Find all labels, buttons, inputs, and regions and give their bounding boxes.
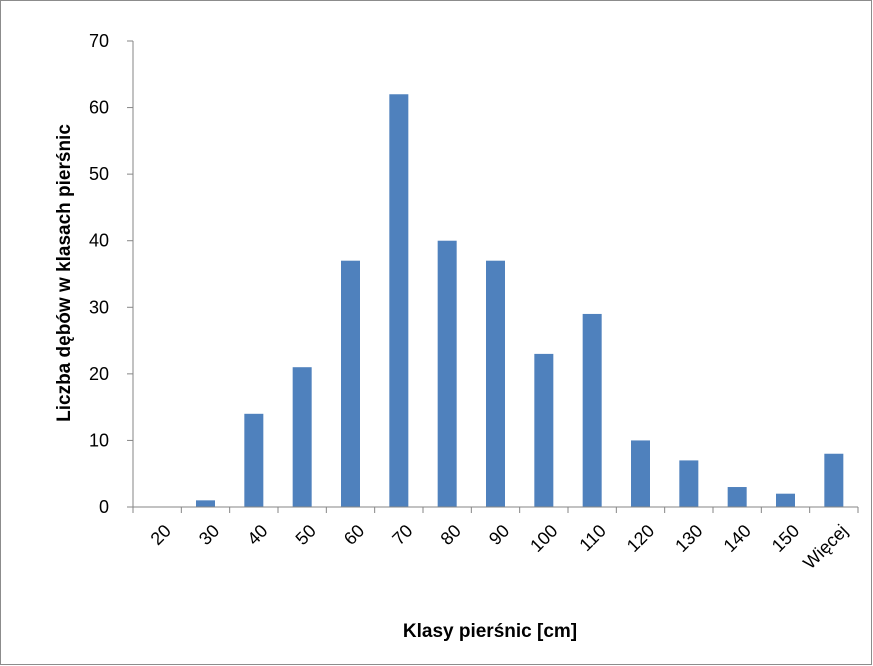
y-tick-label: 50: [89, 164, 109, 184]
bar-50: [292, 367, 312, 507]
x-tick-label: Więcej: [799, 521, 851, 573]
bar-100: [534, 353, 554, 507]
bar-80: [437, 240, 457, 507]
y-tick-label: 60: [89, 98, 109, 118]
x-tick-label: 40: [243, 521, 271, 549]
y-tick-label: 20: [89, 364, 109, 384]
x-tick-label: 70: [388, 521, 416, 549]
bar-30: [196, 500, 215, 507]
x-tick-label: 140: [720, 521, 755, 556]
bars-layer: [196, 94, 844, 507]
bar-60: [341, 260, 360, 507]
y-tick-label: 30: [89, 297, 109, 317]
x-tick-label: 120: [623, 521, 658, 556]
x-tick-label: 110: [575, 521, 609, 555]
x-tick-label: 80: [437, 521, 465, 549]
bar-150: [776, 493, 795, 507]
bar-70: [389, 94, 409, 507]
x-tick-label: 90: [485, 521, 513, 549]
bar-140: [727, 487, 747, 507]
y-tick-labels: 0 10 20 30 40 50 60 70: [89, 31, 109, 517]
x-axis-title: Klasy pierśnic [cm]: [403, 621, 577, 642]
y-tick-label: 0: [99, 497, 109, 517]
bar-120: [631, 440, 650, 507]
bar-130: [679, 460, 699, 507]
x-tick-label: 130: [671, 521, 706, 556]
x-tick-label: 150: [768, 521, 803, 556]
axes-layer: [127, 40, 859, 513]
bar-40: [244, 413, 264, 507]
bar-Więcej: [824, 453, 844, 507]
y-tick-label: 70: [89, 31, 109, 51]
x-tick-label: 100: [526, 521, 561, 556]
bar-110: [582, 313, 602, 507]
y-axis-title: Liczba dębów w klasach pierśnic: [54, 124, 75, 422]
y-tick-label: 10: [89, 430, 109, 450]
y-tick-label: 40: [89, 231, 109, 251]
x-tick-label: 60: [340, 521, 368, 549]
x-tick-label: 20: [147, 521, 175, 549]
x-tick-label: 30: [195, 521, 223, 549]
bar-90: [486, 260, 505, 507]
x-tick-label: 50: [292, 521, 320, 549]
